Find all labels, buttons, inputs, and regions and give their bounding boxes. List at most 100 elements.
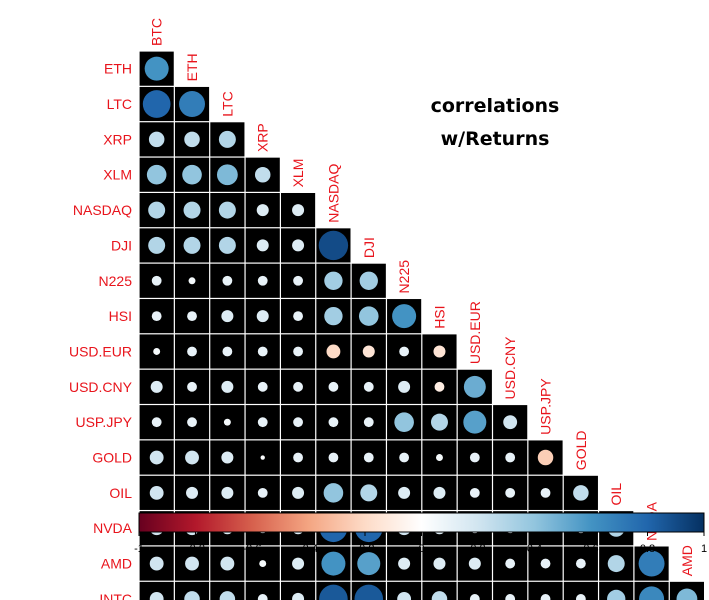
row-label-xrp: XRP xyxy=(103,131,132,147)
corr-marker-USD.EUR-XRP xyxy=(257,346,268,357)
column-label-xrp: XRP xyxy=(255,123,271,152)
row-label-gold: GOLD xyxy=(92,450,132,466)
corr-marker-GOLD-N225 xyxy=(399,452,410,463)
corr-marker-GOLD-USP.JPY xyxy=(537,449,554,466)
color-legend-tick-label: 0 xyxy=(418,543,424,555)
corr-marker-AMD-XRP xyxy=(259,560,267,568)
corr-marker-OIL-XRP xyxy=(257,487,268,498)
corr-marker-USD.CNY-NASDAQ xyxy=(328,381,339,392)
color-legend-tick-label: -0.8 xyxy=(186,543,205,555)
corr-marker-USD.CNY-XLM xyxy=(293,381,303,392)
row-label-xlm: XLM xyxy=(103,167,132,183)
corr-marker-GOLD-USD.CNY xyxy=(505,452,516,463)
corr-marker-HSI-ETH xyxy=(187,311,197,322)
corr-marker-USD.CNY-N225 xyxy=(398,380,411,393)
corr-marker-USP.JPY-USD.CNY xyxy=(503,415,518,430)
color-legend: -1 -0.8 -0.6 -0.4 -0.2 0 0.2 0.4 0.6 0.8 1 xyxy=(134,512,707,555)
corr-marker-DJI-BTC xyxy=(148,236,166,254)
corr-marker-N225-XLM xyxy=(293,275,303,286)
corr-marker-AMD-LTC xyxy=(220,556,235,571)
row-label-dji: DJI xyxy=(111,237,132,253)
corr-marker-OIL-USP.JPY xyxy=(540,487,551,498)
corr-marker-OIL-USD.EUR xyxy=(469,487,480,498)
corr-marker-AMD-USD.EUR xyxy=(468,557,481,570)
corr-marker-OIL-XLM xyxy=(292,486,305,499)
cell-INTC-XLM xyxy=(281,581,316,600)
corr-marker-XLM-XRP xyxy=(254,166,271,183)
row-label-amd: AMD xyxy=(101,556,132,572)
corr-marker-USP.JPY-ETH xyxy=(187,417,197,428)
column-label-amd: AMD xyxy=(679,545,695,576)
corr-marker-GOLD-XLM xyxy=(293,452,303,463)
corr-marker-USD.EUR-NASDAQ xyxy=(326,344,341,359)
corr-marker-USP.JPY-HSI xyxy=(430,413,448,431)
corr-marker-OIL-GOLD xyxy=(573,485,589,501)
corr-marker-NASDAQ-XRP xyxy=(256,204,269,217)
column-label-eth: ETH xyxy=(184,53,200,81)
corr-marker-N225-ETH xyxy=(188,277,196,285)
corr-marker-N225-NASDAQ xyxy=(324,271,343,290)
corr-marker-INTC-XLM xyxy=(292,592,305,600)
corr-marker-N225-BTC xyxy=(151,275,162,286)
corr-marker-INTC-USP.JPY xyxy=(540,594,551,600)
corr-marker-INTC-DJI xyxy=(354,584,384,600)
corr-marker-USP.JPY-BTC xyxy=(151,417,162,428)
corr-marker-INTC-ETH xyxy=(184,591,200,600)
color-legend-tick-label: 0.8 xyxy=(640,543,655,555)
corr-marker-USD.CNY-ETH xyxy=(187,381,197,392)
corr-marker-OIL-ETH xyxy=(186,486,199,499)
corr-marker-AMD-HSI xyxy=(433,557,446,570)
corr-marker-OIL-HSI xyxy=(433,486,446,499)
corr-marker-N225-XRP xyxy=(257,275,268,286)
column-label-usd.cny: USD.CNY xyxy=(502,336,518,400)
corr-marker-GOLD-BTC xyxy=(149,450,164,465)
color-legend-tick-label: 1 xyxy=(701,543,707,555)
row-label-intc: INTC xyxy=(99,591,132,600)
corr-marker-INTC-XRP xyxy=(257,594,268,600)
row-label-nasdaq: NASDAQ xyxy=(73,202,132,218)
corr-marker-OIL-BTC xyxy=(149,485,164,500)
corr-marker-DJI-XLM xyxy=(292,239,305,252)
corr-marker-USD.CNY-BTC xyxy=(150,380,163,393)
color-legend-tick-label: 0.4 xyxy=(527,543,542,555)
corr-marker-HSI-DJI xyxy=(358,306,379,326)
corr-marker-XLM-BTC xyxy=(146,164,167,185)
corr-marker-USD.EUR-N225 xyxy=(399,346,410,357)
corr-marker-USP.JPY-USD.EUR xyxy=(463,410,487,434)
corr-marker-INTC-LTC xyxy=(219,591,236,600)
corr-marker-DJI-ETH xyxy=(183,236,201,254)
column-label-gold: GOLD xyxy=(573,431,589,471)
corr-marker-USP.JPY-XRP xyxy=(257,417,268,428)
corr-marker-XLM-LTC xyxy=(216,164,238,186)
corr-marker-GOLD-HSI xyxy=(436,454,443,461)
corr-marker-INTC-BTC xyxy=(149,591,164,600)
corr-marker-HSI-LTC xyxy=(221,310,234,323)
corr-marker-AMD-USP.JPY xyxy=(540,558,551,569)
corr-marker-USP.JPY-NASDAQ xyxy=(328,417,339,428)
column-label-ltc: LTC xyxy=(219,91,235,116)
corr-marker-INTC-GOLD xyxy=(575,594,586,600)
corr-marker-AMD-DJI xyxy=(357,552,381,576)
corr-marker-INTC-USD.EUR xyxy=(469,594,480,600)
color-legend-tick-label: 0.6 xyxy=(583,543,598,555)
row-label-usd.cny: USD.CNY xyxy=(69,379,133,395)
row-labels: ETH LTC XRP XLM NASDAQ DJI N225 HSI USD.EUR USD.C… xyxy=(69,61,133,600)
corr-marker-GOLD-XRP xyxy=(260,455,265,460)
corr-marker-AMD-N225 xyxy=(398,557,411,570)
corr-marker-XRP-ETH xyxy=(184,131,200,148)
corr-marker-INTC-HSI xyxy=(431,591,448,600)
corr-marker-N225-LTC xyxy=(222,275,233,286)
corr-marker-HSI-NASDAQ xyxy=(324,306,343,326)
row-label-oil: OIL xyxy=(109,485,132,501)
corr-marker-INTC-NVDA xyxy=(639,586,665,600)
corr-marker-USP.JPY-DJI xyxy=(363,417,374,428)
corr-marker-NASDAQ-ETH xyxy=(183,201,201,219)
row-label-usp.jpy: USP.JPY xyxy=(75,414,132,430)
corr-marker-OIL-USD.CNY xyxy=(505,487,516,498)
corr-marker-AMD-GOLD xyxy=(575,558,586,569)
cell-INTC-XRP xyxy=(245,581,280,600)
corr-marker-INTC-OIL xyxy=(607,589,626,600)
corr-marker-OIL-LTC xyxy=(221,486,234,499)
cell-INTC-ETH xyxy=(174,581,210,600)
corr-marker-XRP-LTC xyxy=(218,130,236,148)
